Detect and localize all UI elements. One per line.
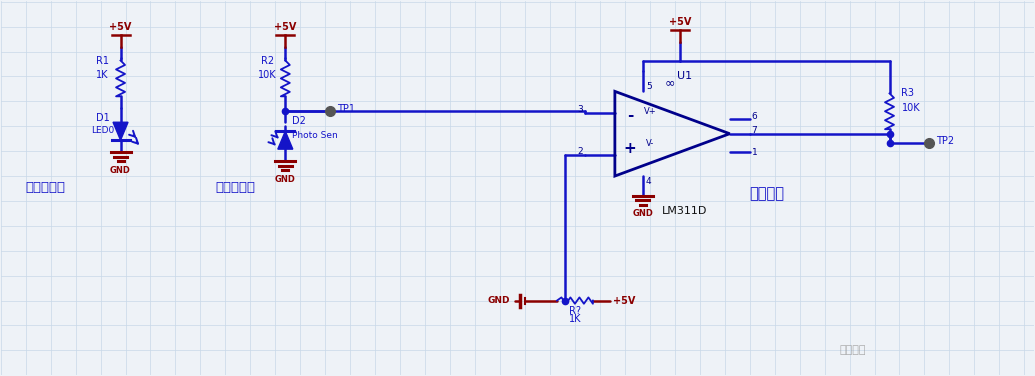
Text: R1: R1: [96, 56, 109, 67]
Text: U1: U1: [677, 71, 692, 82]
Text: R3: R3: [901, 88, 915, 99]
Text: 1: 1: [751, 148, 758, 157]
Text: 1K: 1K: [568, 314, 582, 323]
Text: R2: R2: [261, 56, 274, 67]
Text: V-: V-: [646, 139, 654, 148]
Text: LED0: LED0: [91, 126, 114, 135]
Text: 红外发光管: 红外发光管: [26, 181, 65, 194]
Text: D1: D1: [95, 113, 110, 123]
Text: 3: 3: [578, 105, 583, 114]
Text: LM311D: LM311D: [662, 206, 708, 216]
Text: TP2: TP2: [937, 136, 954, 146]
Text: 4: 4: [646, 176, 651, 185]
Text: +5V: +5V: [613, 296, 635, 306]
Polygon shape: [113, 122, 128, 140]
Text: -: -: [626, 108, 633, 123]
Text: ∞: ∞: [664, 76, 675, 89]
Text: 7: 7: [751, 126, 758, 135]
Text: 整形电路: 整形电路: [749, 186, 785, 201]
Text: +5V: +5V: [274, 21, 296, 32]
Text: 5: 5: [646, 82, 652, 91]
Text: GND: GND: [110, 165, 131, 174]
Text: +5V: +5V: [669, 17, 691, 27]
Text: GND: GND: [275, 174, 296, 183]
Text: 10K: 10K: [258, 70, 276, 80]
Text: 1K: 1K: [96, 70, 109, 80]
Text: +5V: +5V: [110, 21, 131, 32]
Text: GND: GND: [487, 296, 510, 305]
Polygon shape: [277, 131, 293, 149]
Text: 光敏二极管: 光敏二极管: [215, 181, 256, 194]
Text: 10K: 10K: [901, 103, 920, 113]
Text: Photo Sen: Photo Sen: [292, 131, 338, 140]
Text: 6: 6: [751, 112, 758, 121]
Text: V+: V+: [644, 107, 656, 116]
Text: +: +: [623, 141, 637, 156]
Text: R?: R?: [569, 306, 581, 315]
Text: D2: D2: [292, 116, 306, 126]
Text: 2: 2: [578, 147, 583, 156]
Text: 硬木课堂: 硬木课堂: [839, 346, 866, 355]
Text: TP1: TP1: [337, 104, 355, 114]
Text: GND: GND: [632, 209, 653, 218]
